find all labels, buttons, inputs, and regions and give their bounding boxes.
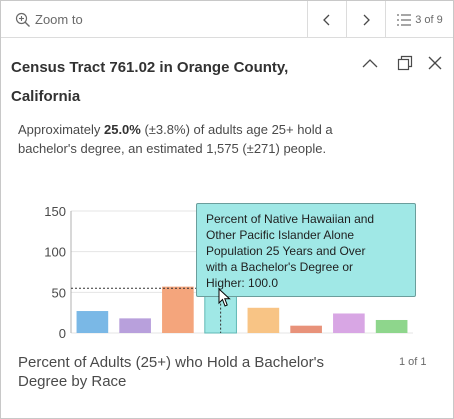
- y-tick-label: 50: [52, 285, 66, 300]
- chart-title-line-2: Degree by Race: [18, 373, 127, 390]
- bar: [162, 286, 194, 333]
- zoom-to-button[interactable]: Zoom to: [1, 1, 121, 38]
- mouse-pointer-icon: [218, 288, 231, 307]
- chevron-right-icon: [363, 14, 370, 25]
- popup-description: Approximately 25.0% (±3.8%) of adults ag…: [18, 120, 438, 158]
- feature-list-button[interactable]: 3 of 9: [385, 1, 453, 38]
- bar: [333, 313, 365, 333]
- bar: [247, 307, 280, 333]
- title-line-2: California: [11, 88, 81, 105]
- feature-count: 3 of 9: [415, 13, 443, 26]
- tooltip-line-1: Percent of Native Hawaiian and: [206, 212, 375, 226]
- chevron-up-icon: [362, 59, 378, 68]
- bar: [119, 318, 151, 333]
- y-tick-label: 0: [59, 326, 66, 341]
- dock-icon: [397, 55, 413, 71]
- tooltip-line-5: Higher: 100.0: [206, 276, 279, 290]
- tooltip-line-2: Other Pacific Islander Alone: [206, 228, 355, 242]
- tooltip-line-4: with a Bachelor's Degree or: [206, 260, 354, 274]
- chart-tooltip: Percent of Native Hawaiian and Other Pac…: [196, 203, 416, 297]
- chart-title-line-1: Percent of Adults (25+) who Hold a Bache…: [18, 354, 324, 371]
- previous-feature-button[interactable]: [307, 1, 346, 38]
- list-icon: [397, 13, 412, 26]
- next-feature-button[interactable]: [346, 1, 385, 38]
- desc-prefix: Approximately: [18, 122, 104, 137]
- chevron-left-icon: [323, 14, 330, 25]
- popup-toolbar: Zoom to 3 of 9: [1, 1, 453, 38]
- bar: [375, 319, 408, 333]
- desc-line-2: bachelor's degree, an estimated 1,575 (±…: [18, 141, 327, 156]
- popup-title: Census Tract 761.02 in Orange County, Ca…: [11, 53, 341, 111]
- dock-button[interactable]: [391, 49, 419, 77]
- zoom-to-label: Zoom to: [35, 12, 83, 27]
- tooltip-line-3: Population 25 Years and Over: [206, 244, 366, 258]
- y-tick-label: 100: [44, 245, 66, 260]
- zoom-in-icon: [15, 12, 30, 27]
- bar: [290, 325, 322, 333]
- close-icon: [428, 56, 442, 70]
- chart-pager: 1 of 1: [399, 356, 427, 368]
- title-line-1: Census Tract 761.02 in Orange County,: [11, 59, 289, 76]
- desc-highlight: 25.0%: [103, 122, 141, 137]
- bar: [76, 311, 109, 333]
- desc-suffix: (±3.8%) of adults age 25+ hold a: [140, 122, 333, 137]
- close-button[interactable]: [421, 49, 449, 77]
- collapse-button[interactable]: [356, 49, 384, 77]
- y-tick-label: 150: [44, 204, 66, 219]
- chart-title: Percent of Adults (25+) who Hold a Bache…: [18, 353, 378, 391]
